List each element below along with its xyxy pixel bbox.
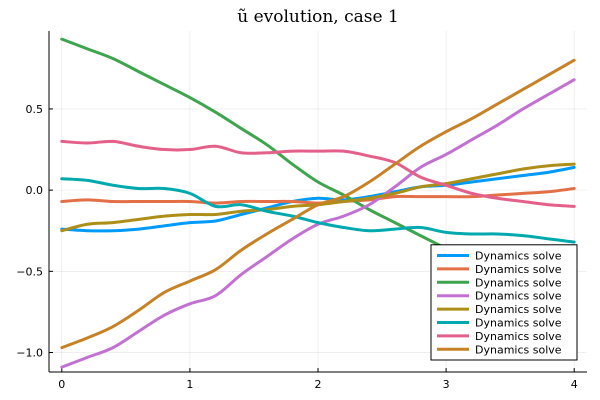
legend-label-8: Dynamics solve bbox=[475, 343, 562, 356]
legend-label-4: Dynamics solve bbox=[475, 290, 562, 303]
legend-label-7: Dynamics solve bbox=[475, 330, 562, 343]
x-tick-label-3: 3 bbox=[443, 378, 450, 391]
axes: 0 1 2 3 4 −1.0 −0.5 0.0 0.5 bbox=[16, 31, 587, 391]
x-tick-label-2: 2 bbox=[315, 378, 322, 391]
legend-label-6: Dynamics solve bbox=[475, 317, 562, 330]
x-tick-label-1: 1 bbox=[186, 378, 193, 391]
series-line-7 bbox=[60, 139, 576, 208]
legend-box bbox=[430, 244, 578, 361]
series-line-1 bbox=[60, 165, 576, 233]
legend-label-2: Dynamics solve bbox=[475, 263, 562, 276]
series-lines bbox=[60, 37, 576, 369]
y-tick-label-0: −1.0 bbox=[16, 347, 43, 360]
legend-label-1: Dynamics solve bbox=[475, 250, 562, 263]
series-line-4 bbox=[60, 78, 576, 369]
x-tick-label-0: 0 bbox=[58, 378, 65, 391]
legend-label-3: Dynamics solve bbox=[475, 276, 562, 289]
x-tick-label-4: 4 bbox=[571, 378, 578, 391]
grid bbox=[49, 31, 587, 372]
chart-title: ũ evolution, case 1 bbox=[237, 7, 399, 27]
y-tick-label-1: −0.5 bbox=[16, 265, 43, 278]
series-line-8 bbox=[60, 58, 576, 350]
legend-label-5: Dynamics solve bbox=[475, 303, 562, 316]
y-tick-label-3: 0.5 bbox=[26, 103, 44, 116]
y-tick-label-2: 0.0 bbox=[26, 184, 44, 197]
series-line-6 bbox=[60, 177, 576, 244]
